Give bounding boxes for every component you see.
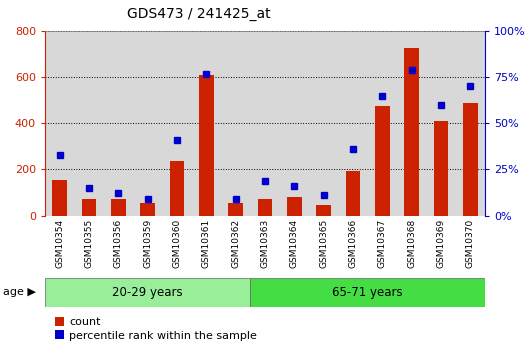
Text: 20-29 years: 20-29 years [112, 286, 183, 299]
Bar [111, 199, 126, 216]
Bar [346, 171, 360, 216]
Bar [404, 48, 419, 216]
Bar [228, 203, 243, 216]
Bar [140, 203, 155, 216]
Legend: count, percentile rank within the sample: count, percentile rank within the sample [50, 313, 262, 345]
Bar [45, 278, 250, 307]
Bar [258, 199, 272, 216]
Bar [287, 197, 302, 216]
Bar [82, 199, 96, 216]
Bar [52, 180, 67, 216]
Bar [316, 205, 331, 216]
Bar [463, 102, 478, 216]
Bar [434, 121, 448, 216]
Bar [199, 75, 214, 216]
Text: GDS473 / 241425_at: GDS473 / 241425_at [127, 7, 271, 21]
Bar [375, 106, 390, 216]
Text: age ▶: age ▶ [3, 287, 36, 297]
Bar [250, 278, 485, 307]
Text: 65-71 years: 65-71 years [332, 286, 403, 299]
Bar [170, 161, 184, 216]
